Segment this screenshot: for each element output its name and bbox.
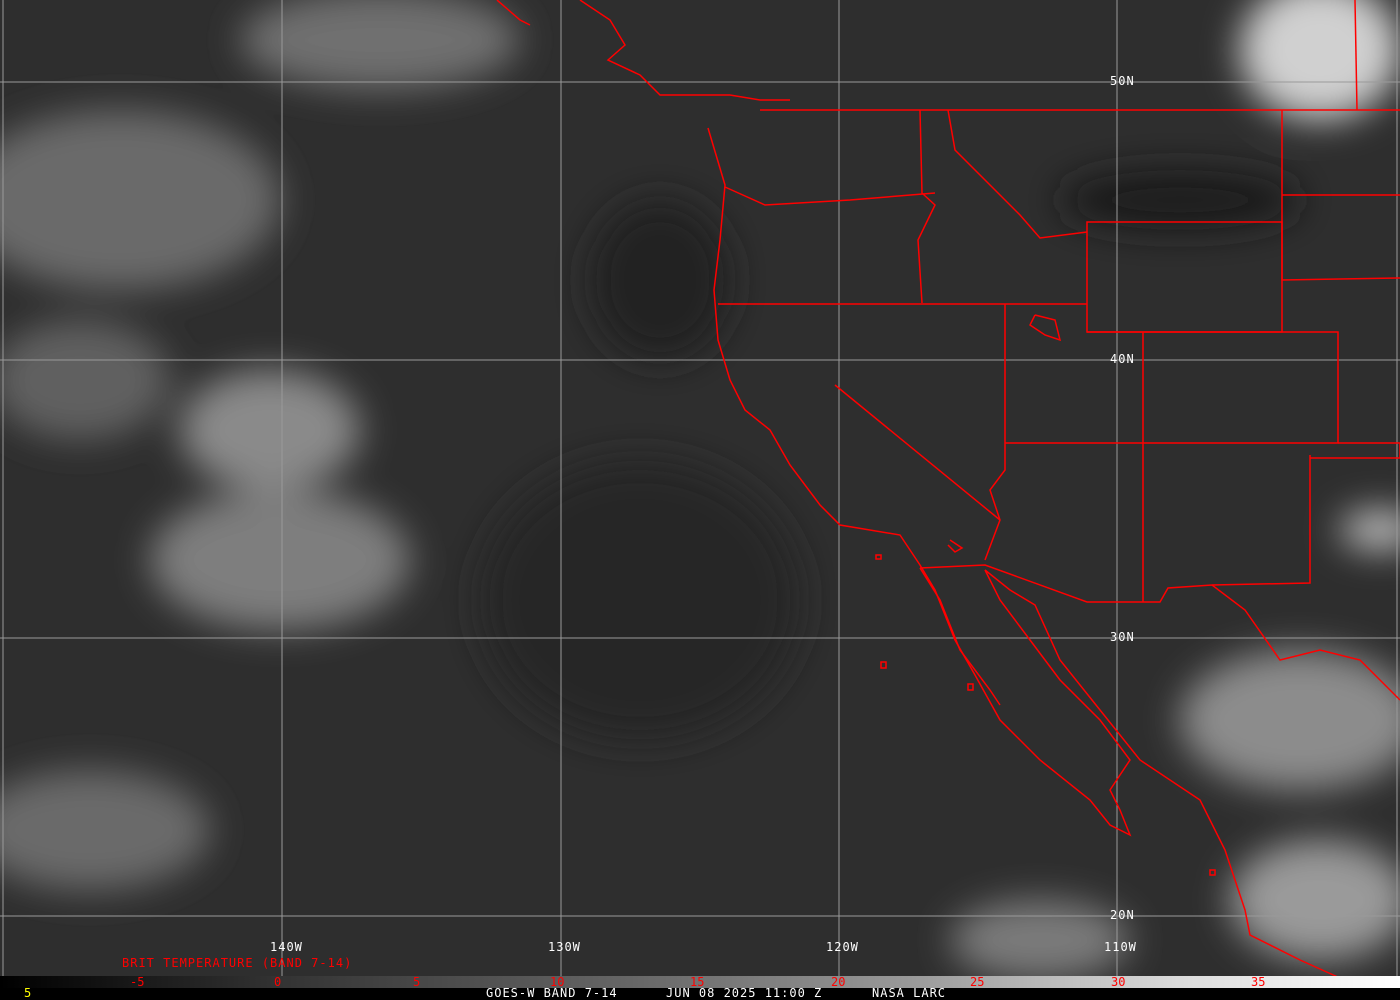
- us-mexico-border: [919, 564, 1400, 701]
- nv-east-border: [984, 304, 1006, 561]
- footer-left-value: 5: [24, 986, 33, 1000]
- lat-lon-grid: [0, 0, 1400, 976]
- footer-bar: 5 GOES-W BAND 7-14 JUN 08 2025 11:00 Z N…: [0, 986, 1400, 1000]
- id-mt-border: [947, 109, 1088, 239]
- scale-tick: 0: [274, 975, 282, 989]
- lat-label-40n: 40N: [1110, 352, 1135, 366]
- wyoming-border: [1086, 221, 1283, 333]
- color-scale-bar: [0, 976, 1400, 988]
- islands: [875, 554, 1216, 876]
- lon-label-120w: 120W: [826, 940, 859, 954]
- ca-nv-border: [834, 384, 1001, 521]
- canada-province-border: [1354, 0, 1358, 111]
- coastline-vancouver-island: [579, 0, 790, 101]
- political-borders: [496, 0, 1400, 979]
- coastline-baja-west: [919, 567, 1001, 706]
- wa-or-border: [724, 186, 936, 206]
- coastline-pacific: [707, 127, 1341, 979]
- lon-label-110w: 110W: [1104, 940, 1137, 954]
- scale-tick: 5: [413, 975, 421, 989]
- scale-tick: 15: [690, 975, 705, 989]
- mt-east-border: [1281, 110, 1400, 281]
- nm-tx-border: [1211, 455, 1311, 586]
- scale-tick: 10: [550, 975, 565, 989]
- ok-border: [1310, 442, 1400, 459]
- footer-datetime: JUN 08 2025 11:00 Z: [666, 986, 823, 1000]
- great-salt-lake: [1029, 314, 1062, 342]
- lat-label-20n: 20N: [1110, 908, 1135, 922]
- coastline-bc: [496, 0, 531, 26]
- footer-source: NASA LARC: [872, 986, 947, 1000]
- scale-tick: 20: [831, 975, 846, 989]
- scale-tick: -5: [130, 975, 145, 989]
- scale-tick: 35: [1251, 975, 1266, 989]
- co-border: [1087, 331, 1339, 444]
- scale-tick: 25: [970, 975, 985, 989]
- scale-tick: 30: [1111, 975, 1126, 989]
- lat-label-30n: 30N: [1110, 630, 1135, 644]
- lat-label-50n: 50N: [1110, 74, 1135, 88]
- salton-sea: [947, 539, 964, 553]
- id-west-border: [917, 109, 936, 304]
- footer-satellite: GOES-W BAND 7-14: [486, 986, 618, 1000]
- lon-label-140w: 140W: [270, 940, 303, 954]
- legend-title: BRIT TEMPERATURE (BAND 7-14): [122, 956, 353, 970]
- lon-label-130w: 130W: [548, 940, 581, 954]
